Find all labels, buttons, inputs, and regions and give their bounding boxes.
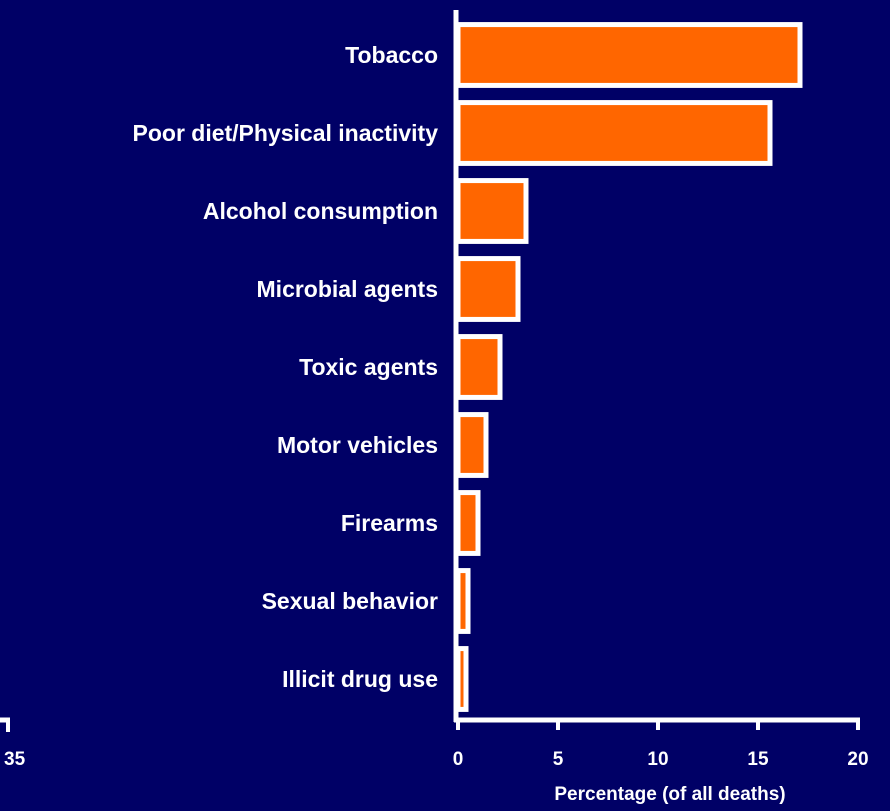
category-label-microbial-agents: Microbial agents [257,276,438,302]
bar-sexual-behavior [455,568,471,634]
bar-motor-vehicles [455,412,489,478]
bar-firearms [455,490,481,556]
bar-tobacco [455,22,803,88]
category-label-tobacco: Tobacco [345,42,438,68]
category-label-alcohol-consumption: Alcohol consumption [203,198,438,224]
category-label-toxic-agents: Toxic agents [299,354,438,380]
bars-layer [455,22,803,712]
bar-alcohol-consumption [455,178,529,244]
labels-layer: Tobacco Poor diet/Physical inactivity Alco… [133,42,869,770]
x-tick-label-5: 5 [553,749,564,770]
category-label-poor-diet-physical-inactivity: Poor diet/Physical inactivity [133,120,439,146]
category-label-motor-vehicles: Motor vehicles [277,432,438,458]
category-label-sexual-behavior: Sexual behavior [262,588,438,614]
category-label-illicit-drug-use: Illicit drug use [282,666,438,692]
x-tick-label-10: 10 [647,749,668,770]
bar-microbial-agents [455,256,521,322]
bar-toxic-agents [455,334,503,400]
category-label-firearms: Firearms [341,510,438,536]
x-tick-label-0: 0 [453,749,464,770]
axis-layer [0,10,860,732]
x-tick-label-20: 20 [847,749,868,770]
bar-poor-diet-physical-inactivity [455,100,773,166]
partial-tick-label: 35 [4,749,26,770]
x-tick-label-15: 15 [747,749,769,770]
x-axis-title: Percentage (of all deaths) [554,784,785,805]
bar-illicit-drug-use [455,646,469,712]
